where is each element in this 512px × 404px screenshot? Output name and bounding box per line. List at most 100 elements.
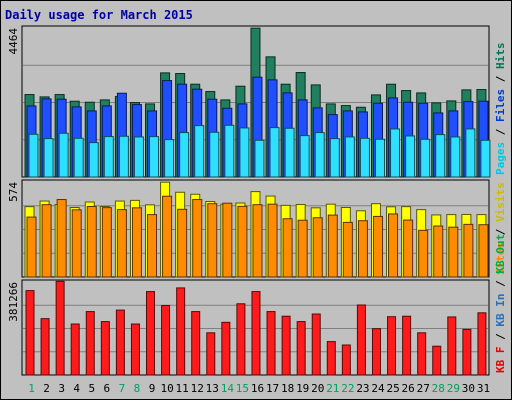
bar-kb-f-day-26	[402, 315, 412, 376]
bar-pages-day-23	[359, 137, 370, 178]
legend-entry: Pages	[494, 142, 507, 175]
bar-pages-day-2	[43, 138, 54, 178]
x-tick-label-day-27: 27	[417, 382, 430, 395]
x-tick-label-day-28: 28	[432, 382, 445, 395]
bar-sites-day-30	[463, 223, 474, 278]
bar-sites-day-16	[252, 204, 263, 278]
x-tick-label-day-1: 1	[28, 382, 35, 395]
x-tick-label-day-10: 10	[160, 382, 173, 395]
bar-kb-f-day-27	[417, 332, 427, 376]
x-tick-label-day-15: 15	[236, 382, 249, 395]
bar-pages-day-3	[58, 132, 69, 178]
bar-sites-day-27	[418, 229, 429, 278]
bar-kb-f-day-25	[387, 316, 397, 376]
x-tick-label-day-2: 2	[43, 382, 50, 395]
legend-entry: KB F	[494, 347, 507, 374]
bar-kb-f-day-10	[161, 304, 171, 376]
bar-kb-f-day-9	[146, 291, 156, 376]
x-tick-label-day-7: 7	[119, 382, 126, 395]
bar-kb-f-day-29	[447, 316, 457, 376]
bar-pages-day-11	[179, 132, 190, 178]
legend-entry: KB Out	[494, 234, 507, 274]
x-tick-label-day-21: 21	[326, 382, 339, 395]
bar-pages-day-16	[254, 139, 265, 178]
bar-sites-day-2	[41, 204, 52, 278]
bar-sites-day-7	[116, 209, 127, 278]
x-tick-label-day-17: 17	[266, 382, 279, 395]
bar-kb-f-day-8	[130, 323, 140, 376]
bar-pages-day-7	[118, 135, 129, 178]
bar-kb-f-day-1	[25, 290, 35, 376]
bar-kb-f-day-30	[462, 328, 472, 376]
bar-sites-day-24	[372, 215, 383, 278]
bar-sites-day-22	[342, 221, 353, 278]
bar-sites-day-17	[267, 203, 278, 278]
bar-sites-day-31	[478, 224, 489, 278]
x-tick-label-day-13: 13	[206, 382, 219, 395]
legend-entry: Files	[494, 89, 507, 122]
x-tick-label-day-20: 20	[311, 382, 324, 395]
bar-pages-day-6	[103, 136, 114, 178]
bar-kb-f-day-22	[341, 344, 351, 376]
x-tick-label-day-6: 6	[104, 382, 111, 395]
bar-pages-day-25	[390, 128, 401, 178]
legend-entry: KB In	[494, 294, 507, 327]
y-max-label: 574	[7, 182, 20, 202]
bar-pages-day-22	[344, 136, 355, 178]
bar-pages-day-26	[405, 135, 416, 178]
bar-sites-day-1	[26, 216, 37, 278]
bar-sites-day-10	[162, 195, 173, 278]
legend-entry: /	[494, 327, 507, 347]
bar-pages-day-9	[149, 136, 160, 178]
bar-kb-f-day-6	[100, 321, 110, 376]
series-legend: KB F / KB In / KB Out	[494, 234, 507, 373]
bar-sites-day-4	[71, 209, 82, 278]
bar-pages-day-17	[269, 127, 280, 178]
bar-pages-day-8	[133, 136, 144, 178]
bar-sites-day-19	[297, 219, 308, 278]
bar-sites-day-8	[131, 207, 142, 278]
bar-kb-f-day-20	[311, 313, 321, 376]
x-tick-label-day-5: 5	[88, 382, 95, 395]
x-tick-label-day-31: 31	[477, 382, 490, 395]
bar-kb-f-day-23	[356, 304, 366, 376]
bar-kb-f-day-31	[477, 312, 487, 376]
legend-entry: Hits	[494, 43, 507, 70]
bar-sites-day-3	[56, 199, 67, 278]
bar-sites-day-18	[282, 218, 293, 278]
bar-sites-day-12	[192, 199, 203, 278]
legend-entry: /	[494, 274, 507, 294]
x-tick-label-day-22: 22	[341, 382, 354, 395]
bar-pages-day-1	[28, 133, 39, 178]
x-tick-label-day-18: 18	[281, 382, 294, 395]
chart-title: Daily usage for March 2015	[5, 8, 193, 22]
bar-pages-day-14	[224, 124, 235, 178]
x-tick-label-day-11: 11	[176, 382, 189, 395]
bar-kb-f-day-17	[266, 311, 276, 376]
bar-sites-day-13	[207, 203, 218, 278]
bar-pages-day-20	[314, 132, 325, 178]
x-tick-label-day-19: 19	[296, 382, 309, 395]
x-tick-label-day-8: 8	[134, 382, 141, 395]
bar-pages-day-21	[329, 138, 340, 178]
legend-entry: Sites	[494, 242, 507, 275]
x-tick-label-day-4: 4	[73, 382, 80, 395]
bar-pages-day-10	[164, 139, 175, 178]
bar-sites-day-23	[357, 220, 368, 278]
bar-kb-f-day-11	[176, 287, 186, 376]
legend-entry: /	[494, 69, 507, 89]
bar-pages-day-27	[420, 138, 431, 178]
bar-sites-day-9	[147, 214, 158, 278]
bar-pages-day-13	[209, 131, 220, 178]
x-tick-label-day-12: 12	[191, 382, 204, 395]
bar-pages-day-18	[284, 127, 295, 178]
y-max-label: 4464	[7, 28, 20, 55]
bar-pages-day-5	[88, 142, 99, 178]
x-tick-label-day-16: 16	[251, 382, 264, 395]
bar-sites-day-20	[312, 217, 323, 278]
x-tick-label-day-25: 25	[386, 382, 399, 395]
legend-entry: Visits	[494, 182, 507, 222]
x-tick-label-day-14: 14	[221, 382, 235, 395]
